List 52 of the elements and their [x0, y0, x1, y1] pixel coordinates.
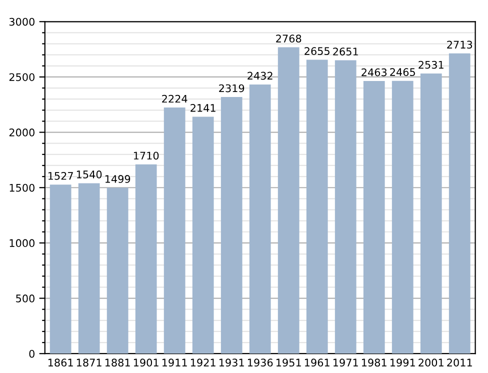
y-tick-label: 500	[16, 294, 34, 302]
data-label: 1710	[134, 152, 159, 160]
bar	[334, 60, 356, 354]
x-tick-label: 1881	[105, 358, 130, 367]
data-label: 2531	[418, 60, 444, 69]
data-label: 2319	[219, 84, 244, 92]
x-tick-label: 1871	[76, 358, 102, 367]
data-label: 2224	[162, 94, 188, 103]
data-label: 2432	[248, 72, 272, 80]
x-tick-label: 2011	[447, 358, 472, 367]
data-label: 2651	[333, 48, 358, 56]
y-tick-label: 1000	[10, 239, 34, 248]
x-tick-label: 1951	[276, 358, 301, 367]
bar	[278, 47, 300, 354]
x-tick-label: 1921	[190, 358, 216, 367]
bar	[164, 108, 186, 354]
bar	[363, 81, 385, 354]
bar	[78, 183, 100, 354]
bar	[420, 74, 442, 354]
bar	[106, 188, 128, 354]
bar	[220, 96, 242, 354]
x-tick-label: 1901	[134, 358, 158, 367]
data-label: 1499	[105, 175, 130, 183]
x-tick-label: 1971	[334, 358, 358, 367]
bar	[392, 80, 414, 354]
data-label: 2465	[390, 68, 415, 76]
y-tick-label: 1500	[10, 184, 34, 192]
data-label: 1527	[48, 172, 73, 180]
x-tick-label: 1991	[390, 358, 415, 367]
bar	[448, 53, 470, 354]
y-tick-label: 2500	[9, 73, 34, 82]
data-label: 1540	[76, 170, 102, 178]
bar	[50, 184, 72, 354]
x-tick-label: 1981	[362, 358, 386, 367]
data-label: 2141	[190, 104, 216, 112]
data-label: 2713	[447, 40, 472, 49]
x-tick-label: 1936	[248, 358, 273, 367]
x-tick-label: 1931	[219, 358, 244, 367]
x-tick-label: 1961	[305, 358, 330, 367]
y-tick-label: 2000	[9, 128, 34, 136]
y-tick-label: 0	[29, 350, 34, 358]
x-tick-label: 1911	[162, 358, 187, 367]
x-tick-label: 1861	[48, 358, 73, 367]
data-label: 2463	[362, 68, 387, 76]
bar	[192, 116, 214, 354]
bar	[135, 164, 157, 354]
data-label: 2768	[276, 34, 302, 43]
bar	[249, 84, 271, 354]
bar	[306, 60, 328, 354]
x-tick-label: 2001	[418, 358, 444, 367]
y-tick-label: 3000	[9, 18, 34, 26]
data-label: 2655	[304, 47, 330, 56]
